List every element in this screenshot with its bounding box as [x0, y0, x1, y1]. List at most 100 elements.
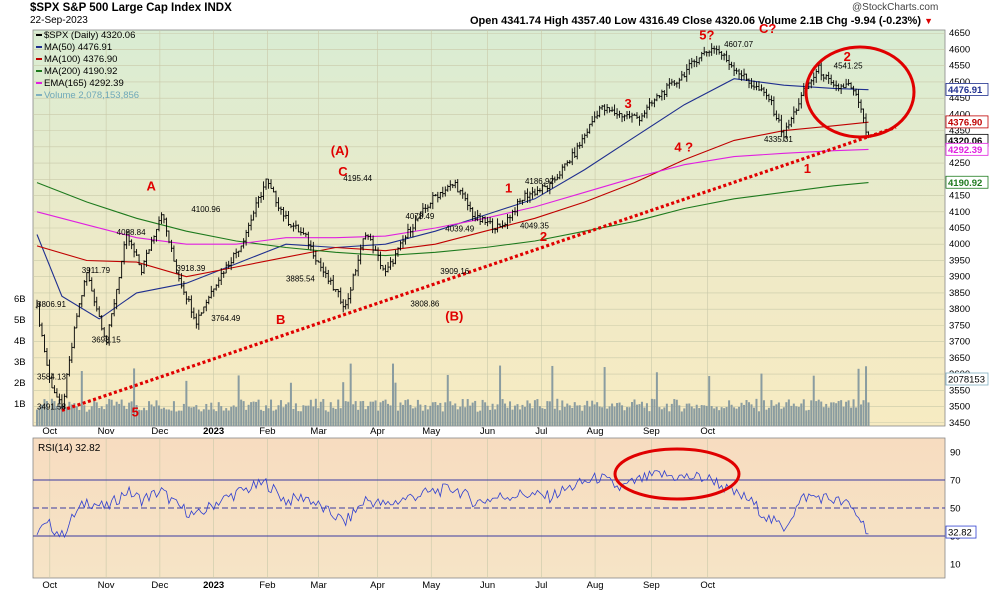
volume-bar	[807, 409, 810, 426]
volume-bar	[531, 408, 534, 426]
x-tick-label: Jul	[535, 426, 547, 437]
volume-bar	[464, 407, 467, 426]
volume-bar	[494, 409, 497, 426]
volume-bar	[294, 403, 297, 426]
volume-bar	[551, 365, 554, 426]
volume-bar	[205, 403, 208, 426]
price-tag-text: 4190.92	[948, 178, 982, 189]
volume-bar	[827, 407, 830, 426]
wave-annotation: 4049.35	[520, 221, 549, 230]
volume-bar	[362, 400, 365, 426]
y-tick-label: 4550	[949, 61, 970, 72]
legend-entry: MA(200) 4190.92	[44, 66, 117, 77]
volume-bar	[591, 400, 594, 426]
volume-bar	[88, 409, 91, 426]
volume-bar	[740, 402, 743, 426]
volume-bar	[568, 405, 571, 426]
volume-bar	[411, 408, 414, 426]
volume-bar	[426, 409, 429, 426]
volume-bar	[772, 405, 775, 426]
volume-bar	[63, 403, 66, 426]
volume-bar	[593, 404, 596, 426]
volume-bar	[496, 404, 499, 426]
volume-bar	[476, 411, 479, 426]
volume-bar	[638, 404, 641, 426]
volume-bar	[621, 405, 624, 426]
volume-bar	[242, 401, 245, 426]
ohlc-text: Open 4341.74 High 4357.40 Low 4316.49 Cl…	[470, 15, 922, 27]
volume-bar	[406, 399, 409, 426]
volume-bar	[787, 399, 790, 426]
volume-bar	[770, 400, 773, 426]
volume-bar	[354, 401, 357, 426]
volume-bar	[616, 403, 619, 426]
volume-tick-label: 6B	[14, 294, 26, 305]
volume-bar	[369, 401, 372, 426]
volume-bar	[157, 405, 160, 426]
volume-bar	[675, 399, 678, 426]
x-tick-label: Nov	[98, 426, 115, 437]
volume-bar	[227, 410, 230, 426]
volume-bar	[409, 404, 412, 426]
volume-bar	[210, 402, 213, 426]
rsi-tick-label: 10	[950, 560, 961, 571]
volume-bar	[302, 405, 305, 426]
volume-bar	[541, 408, 544, 426]
wave-annotation: 4039.49	[445, 225, 474, 234]
volume-bar	[342, 382, 345, 426]
volume-bar	[387, 403, 390, 426]
volume-bar	[588, 406, 591, 426]
volume-bar	[68, 401, 71, 426]
x-tick-label-rsi: Nov	[98, 580, 115, 591]
volume-bar	[850, 407, 853, 426]
wave-annotation: 3491.58	[37, 402, 66, 411]
volume-bar	[815, 401, 818, 426]
volume-bar	[536, 399, 539, 426]
volume-bar	[78, 409, 81, 426]
volume-bar	[267, 408, 270, 426]
volume-tag-box	[945, 372, 989, 386]
y-tick-label: 3450	[949, 418, 970, 429]
volume-bar	[643, 407, 646, 426]
volume-bar	[606, 408, 609, 426]
volume-bar	[633, 399, 636, 426]
volume-bar	[444, 402, 447, 426]
volume-bar	[653, 399, 656, 426]
volume-bar	[53, 401, 56, 426]
volume-bar	[434, 401, 437, 426]
volume-bar	[840, 400, 843, 426]
wave-annotation: 3	[625, 96, 632, 111]
x-tick-label: 2023	[203, 426, 224, 437]
volume-bar	[743, 404, 746, 426]
volume-bar	[608, 406, 611, 426]
y-tick-label: 3850	[949, 288, 970, 299]
volume-bar	[215, 411, 218, 426]
volume-bar	[725, 407, 728, 426]
volume-bar	[382, 400, 385, 426]
wave-annotation: 2	[540, 229, 547, 244]
y-tick-label: 3650	[949, 353, 970, 364]
volume-bar	[553, 408, 556, 426]
volume-bar	[424, 404, 427, 426]
y-tick-label: 4250	[949, 158, 970, 169]
volume-bar	[309, 399, 312, 426]
volume-bar	[867, 402, 870, 426]
x-tick-label: Oct	[42, 426, 57, 437]
wave-annotation: 3911.79	[82, 266, 111, 275]
wave-annotation: 3918.39	[176, 264, 205, 273]
volume-bar	[628, 407, 631, 426]
volume-bar	[401, 404, 404, 426]
volume-bar	[825, 403, 828, 426]
volume-bar	[528, 403, 531, 426]
volume-tick-label: 3B	[14, 357, 26, 368]
volume-bar	[90, 406, 93, 426]
volume-bar	[197, 409, 200, 426]
volume-bar	[812, 375, 815, 426]
volume-bar	[618, 402, 621, 426]
volume-bar	[830, 402, 833, 426]
volume-bar	[660, 409, 663, 426]
volume-bar	[180, 410, 183, 426]
volume-bar	[481, 399, 484, 426]
volume-bar	[282, 407, 285, 426]
volume-bar	[252, 401, 255, 426]
